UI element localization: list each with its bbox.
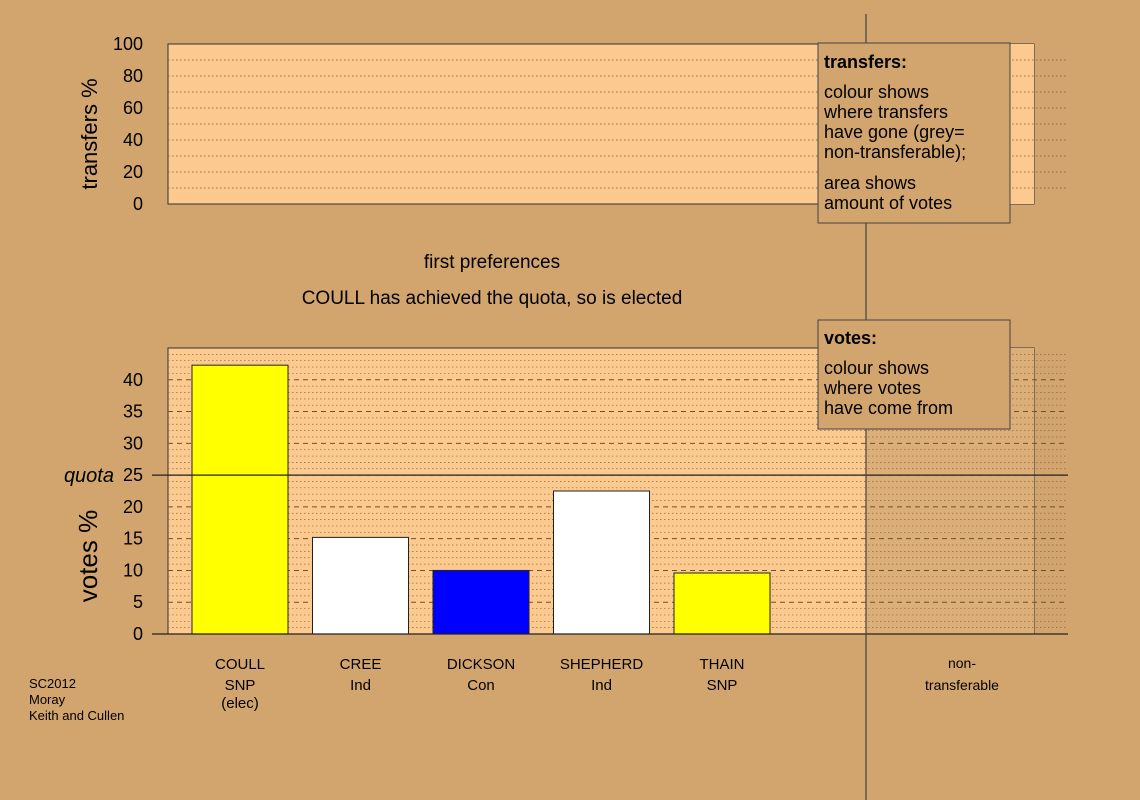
- bar-coull: [191, 364, 289, 635]
- votes-legend-line1: colour shows: [824, 358, 929, 378]
- candidate-name-cree: CREE: [340, 656, 382, 673]
- votes-y-tick-0: 0: [133, 624, 143, 644]
- candidate-name-thain: THAIN: [700, 656, 745, 673]
- votes-legend-line3: have come from: [824, 398, 953, 418]
- votes-y-tick-6: 30: [123, 433, 143, 453]
- votes-legend-line2: where votes: [823, 378, 921, 398]
- nontransferable-label: non- transferable: [925, 655, 999, 693]
- candidate-name-shepherd: SHEPHERD: [560, 656, 644, 673]
- votes-y-tick-8: 40: [123, 370, 143, 390]
- transfers-legend-line2: where transfers: [823, 102, 948, 122]
- nontransferable-label-line2: transferable: [925, 677, 999, 693]
- votes-legend: votes: colour shows where votes have com…: [817, 319, 1011, 430]
- candidate-party-shepherd: Ind: [591, 677, 612, 694]
- quota-label: quota: [64, 465, 114, 487]
- transfers-legend-heading: transfers:: [824, 52, 907, 72]
- candidate-party-coull: SNP: [225, 677, 256, 694]
- transfers-y-tick-0: 0: [133, 194, 143, 214]
- transfers-y-tick-2: 40: [123, 130, 143, 150]
- candidate-party-dickson: Con: [467, 677, 495, 694]
- transfers-legend-line6: amount of votes: [824, 193, 952, 213]
- bar-thain: [673, 572, 771, 635]
- footer-election-code: SC2012: [29, 676, 76, 691]
- candidate-party-cree: Ind: [350, 677, 371, 694]
- footer-council: Moray: [29, 692, 66, 707]
- status-caption: COULL has achieved the quota, so is elec…: [302, 288, 683, 309]
- candidate-note-coull: (elec): [221, 695, 259, 712]
- votes-y-tick-7: 35: [123, 402, 143, 422]
- transfers-legend-line1: colour shows: [824, 82, 929, 102]
- transfers-y-tick-1: 20: [123, 162, 143, 182]
- candidate-name-dickson: DICKSON: [447, 656, 515, 673]
- bar-cree: [312, 536, 409, 635]
- bar-dickson: [432, 569, 530, 635]
- transfers-legend: transfers: colour shows where transfers …: [817, 42, 1011, 224]
- nontransferable-label-line1: non-: [948, 655, 976, 671]
- transfers-y-tick-3: 60: [123, 98, 143, 118]
- transfers-y-tick-5: 100: [113, 34, 143, 54]
- transfers-legend-line4: non-transferable);: [824, 142, 966, 162]
- footer-ward: Keith and Cullen: [29, 708, 124, 723]
- votes-y-tick-3: 15: [123, 529, 143, 549]
- votes-y-ticks: 0 5 10 15 20 25 30 35 40: [123, 370, 143, 644]
- votes-y-tick-2: 10: [123, 560, 143, 580]
- transfers-y-tick-4: 80: [123, 66, 143, 86]
- transfers-legend-line5: area shows: [824, 173, 916, 193]
- votes-y-tick-4: 20: [123, 497, 143, 517]
- votes-y-tick-5: 25: [123, 465, 143, 485]
- votes-legend-heading: votes:: [824, 328, 877, 348]
- candidate-name-coull: COULL: [215, 656, 265, 673]
- transfers-legend-line3: have gone (grey=: [824, 122, 965, 142]
- votes-y-axis-label: votes %: [73, 510, 103, 603]
- transfers-legend-box: [817, 42, 1011, 224]
- candidate-party-thain: SNP: [707, 677, 738, 694]
- votes-legend-box: [817, 319, 1011, 430]
- vote-bars: [191, 364, 771, 635]
- stage-caption: first preferences: [424, 252, 560, 273]
- candidate-labels: COULLSNP(elec)CREEIndDICKSONConSHEPHERDI…: [215, 656, 745, 712]
- votes-y-tick-1: 5: [133, 592, 143, 612]
- transfers-y-ticks: 0 20 40 60 80 100: [113, 34, 143, 214]
- bar-shepherd: [553, 490, 650, 635]
- transfers-y-axis-label: transfers %: [77, 78, 102, 189]
- election-footer: SC2012 Moray Keith and Cullen: [29, 676, 124, 723]
